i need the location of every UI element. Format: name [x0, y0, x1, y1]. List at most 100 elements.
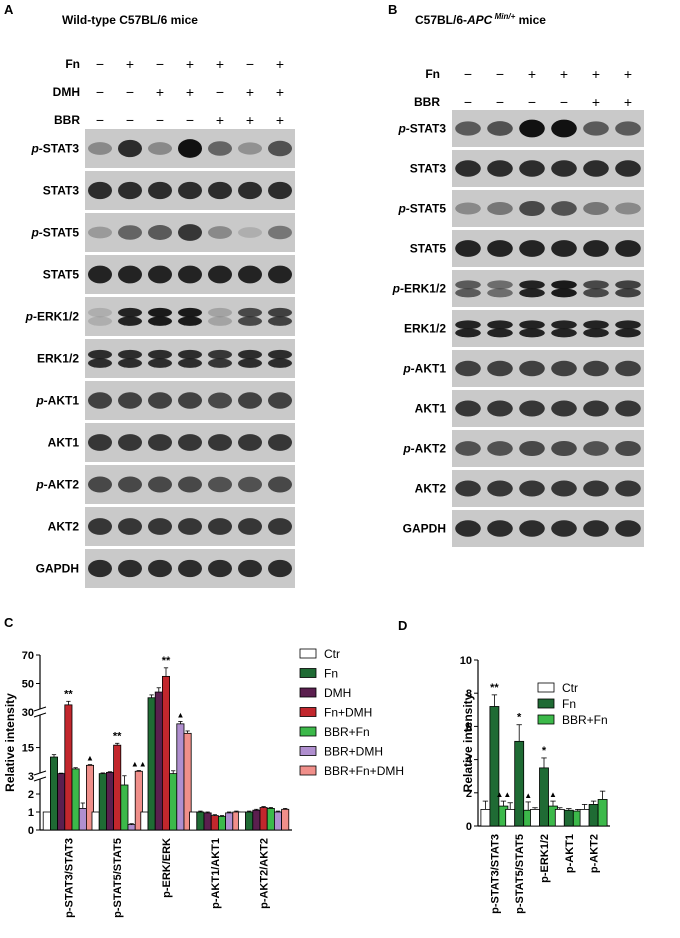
blot-band — [519, 280, 545, 290]
treatment-sign: + — [276, 56, 284, 72]
blot-label: p-AKT1 — [35, 394, 79, 408]
legend-label: BBR+Fn — [324, 725, 370, 739]
blot-band — [88, 349, 112, 360]
bar — [563, 809, 574, 827]
blot-band — [208, 226, 232, 239]
bar — [57, 773, 66, 831]
blot-band — [615, 320, 641, 330]
blot-band — [519, 320, 545, 330]
blot-label: p-AKT2 — [35, 478, 79, 492]
blot-band — [519, 200, 545, 217]
blot-band — [208, 392, 232, 409]
blot-label-prefix: p- — [397, 202, 409, 216]
significance-marker: ▲ — [86, 754, 94, 763]
blot-band — [519, 520, 545, 537]
blot-strip — [452, 350, 644, 387]
blot-band — [615, 160, 641, 177]
blot-band — [583, 160, 609, 177]
x-tick-label: p-STAT3/STAT3 — [63, 838, 75, 918]
blot-label: GAPDH — [403, 522, 446, 536]
blot-band — [208, 265, 232, 284]
blot-band — [551, 201, 577, 216]
treatment-sign: + — [246, 84, 254, 100]
blot-band — [118, 434, 142, 451]
blot-label-prefix: p- — [30, 142, 42, 156]
legend-swatch — [537, 682, 555, 693]
bar — [196, 811, 205, 831]
bar — [217, 816, 226, 831]
blot-band — [118, 139, 142, 158]
blot-strip — [452, 150, 644, 187]
significance-marker: ** — [64, 688, 73, 700]
blot-band — [118, 392, 142, 409]
blot-label-name: AKT2 — [48, 478, 80, 492]
treatment-sign: − — [464, 66, 472, 82]
treatment-sign: − — [96, 56, 104, 72]
panel-letter: A — [4, 2, 14, 17]
x-tick-label: p-STAT5/STAT5 — [112, 838, 124, 918]
blot-band — [238, 227, 262, 238]
blot-band — [118, 358, 142, 368]
treatment-label: BBR — [414, 95, 440, 109]
blot-band — [551, 160, 577, 177]
blot-band — [88, 434, 112, 451]
blot-label: p-AKT2 — [402, 442, 446, 456]
blot-band — [268, 358, 292, 368]
blot-label: p-ERK1/2 — [392, 282, 447, 296]
blot-band — [118, 518, 142, 535]
y-tick-label: 15 — [22, 743, 34, 755]
blot-label-name: AKT2 — [48, 520, 80, 534]
blot-label: p-AKT1 — [402, 362, 446, 376]
blot-label-name: STAT3 — [410, 122, 447, 136]
blot-band — [455, 160, 481, 177]
bar — [237, 811, 246, 831]
blot-band — [148, 434, 172, 451]
treatment-sign: + — [246, 112, 254, 128]
title-italic: APC — [466, 13, 493, 27]
blot-band — [178, 518, 202, 535]
bar — [161, 675, 170, 831]
blot-band — [455, 320, 481, 330]
treatment-sign: − — [560, 94, 568, 110]
blot-band — [238, 349, 262, 360]
blot-band — [88, 181, 112, 200]
blot-band — [487, 121, 513, 136]
blot-label-name: STAT3 — [410, 162, 447, 176]
blot-band — [238, 559, 262, 578]
blot-band — [455, 360, 481, 377]
bar — [514, 740, 525, 827]
bar — [78, 808, 87, 831]
blot-band — [487, 328, 513, 338]
bar — [245, 811, 254, 831]
blot-band — [208, 358, 232, 368]
blot-band — [519, 480, 545, 497]
blot-label: AKT2 — [415, 482, 447, 496]
blot-band — [455, 480, 481, 497]
blot-label-prefix: p- — [30, 226, 42, 240]
blot-band — [551, 320, 577, 330]
x-tick-label: p-STAT5/STAT5 — [514, 834, 526, 914]
treatment-label: BBR — [54, 113, 80, 127]
blot-strip — [452, 470, 644, 507]
blot-band — [615, 288, 641, 298]
blot-band — [238, 265, 262, 284]
bar — [91, 811, 100, 831]
legend-swatch — [299, 668, 317, 678]
blot-band — [88, 142, 112, 155]
blot-band — [487, 240, 513, 257]
blot-band — [268, 181, 292, 200]
treatment-sign: + — [276, 84, 284, 100]
x-tick-label: p-AKT1/AKT1 — [210, 838, 222, 909]
bar — [106, 772, 115, 831]
blot-band — [178, 181, 202, 200]
blot-band — [88, 358, 112, 368]
x-tick-label: p-AKT2/AKT2 — [259, 838, 271, 909]
blot-band — [583, 360, 609, 377]
y-tick-label: 50 — [22, 679, 34, 691]
treatment-sign: − — [186, 112, 194, 128]
x-tick-label: p-STAT3/STAT3 — [489, 834, 501, 914]
blot-band — [583, 328, 609, 338]
x-tick-label: p-ERK/ERK — [161, 838, 173, 898]
treatment-sign: − — [156, 56, 164, 72]
blot-band — [148, 265, 172, 284]
